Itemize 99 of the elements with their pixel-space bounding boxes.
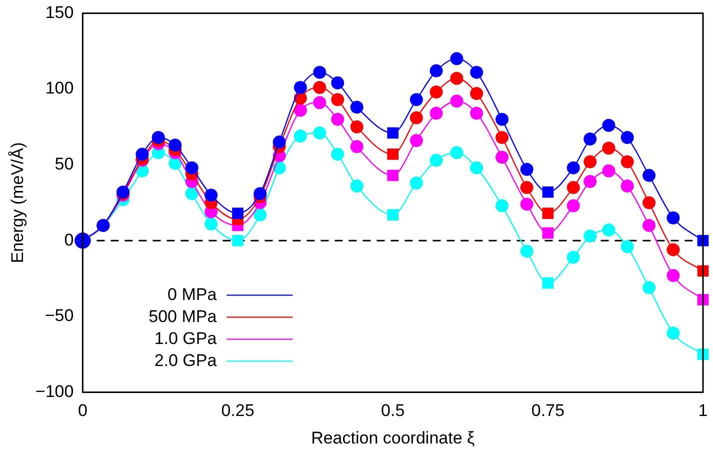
point [387, 170, 399, 182]
point [254, 187, 267, 200]
point [313, 80, 326, 94]
point [584, 230, 597, 243]
point [410, 93, 423, 106]
point [294, 104, 307, 117]
legend-label: 2.0 GPa [154, 350, 218, 370]
point [642, 168, 656, 182]
legend-label: 500 MPa [148, 306, 218, 326]
point [294, 80, 307, 94]
point [350, 100, 364, 114]
point [666, 211, 680, 224]
point [313, 66, 326, 79]
point [350, 120, 364, 134]
point [566, 161, 580, 174]
point [666, 268, 680, 282]
point [520, 162, 534, 176]
point [584, 132, 597, 146]
point [602, 164, 616, 178]
x-tick-label: 0.75 [531, 401, 564, 420]
legend-label: 1.0 GPa [154, 328, 218, 348]
point [152, 131, 165, 144]
point [496, 131, 509, 144]
y-tick-label: −50 [44, 306, 74, 326]
x-tick-label: 0.25 [221, 401, 254, 420]
point [642, 196, 656, 210]
point [566, 250, 580, 264]
x-tick-label: 0 [78, 401, 88, 420]
point [470, 161, 484, 174]
x-tick-label: 1 [698, 401, 708, 420]
point [496, 112, 509, 126]
point [331, 76, 344, 90]
point [204, 217, 218, 230]
point [387, 127, 399, 139]
point [542, 277, 554, 289]
point [542, 227, 554, 239]
point [470, 66, 484, 79]
point [254, 208, 267, 222]
legend-label: 0 MPa [168, 284, 218, 304]
point [542, 208, 554, 219]
point [331, 93, 344, 106]
point [584, 155, 597, 168]
point [666, 326, 680, 340]
point [410, 176, 423, 190]
point [204, 188, 218, 202]
point [602, 142, 616, 155]
point [566, 181, 580, 194]
point [450, 94, 464, 108]
point [430, 154, 443, 167]
y-tick-label: 150 [45, 2, 74, 22]
point [410, 111, 423, 124]
point [387, 148, 399, 160]
point [584, 174, 597, 188]
y-tick-label: −100 [35, 382, 74, 401]
y-tick-label: 100 [45, 78, 74, 98]
point [185, 161, 198, 174]
point [350, 180, 364, 193]
point [430, 64, 443, 78]
y-axis-title: Energy (meV/Å) [8, 142, 27, 264]
point [642, 218, 656, 232]
point [450, 146, 464, 160]
point [496, 199, 509, 212]
point [470, 87, 484, 100]
y-tick-label: 50 [54, 154, 74, 174]
point [542, 186, 554, 198]
point [620, 131, 634, 144]
point [272, 136, 286, 149]
x-axis-title: Reaction coordinate ξ [311, 428, 476, 448]
point [602, 118, 616, 132]
point [520, 244, 534, 258]
point [410, 134, 423, 148]
point [430, 106, 443, 120]
point [294, 129, 307, 142]
point [620, 240, 634, 254]
point [350, 140, 364, 154]
point [496, 150, 509, 164]
point [313, 96, 326, 110]
point [185, 187, 198, 200]
point [136, 148, 149, 161]
point [313, 126, 326, 140]
point [430, 86, 443, 99]
point [331, 112, 344, 126]
point [450, 72, 464, 85]
point [642, 281, 656, 294]
point [272, 161, 286, 174]
point [666, 243, 680, 256]
point [168, 138, 182, 152]
point [620, 180, 634, 193]
point [602, 223, 616, 236]
point [450, 52, 464, 66]
point [620, 155, 634, 168]
point [520, 181, 534, 194]
point [566, 199, 580, 212]
point [470, 106, 484, 120]
point [520, 198, 534, 211]
point [387, 209, 399, 220]
x-tick-label: 0.5 [381, 401, 405, 420]
y-tick-label: 0 [64, 230, 74, 250]
point [331, 148, 344, 161]
